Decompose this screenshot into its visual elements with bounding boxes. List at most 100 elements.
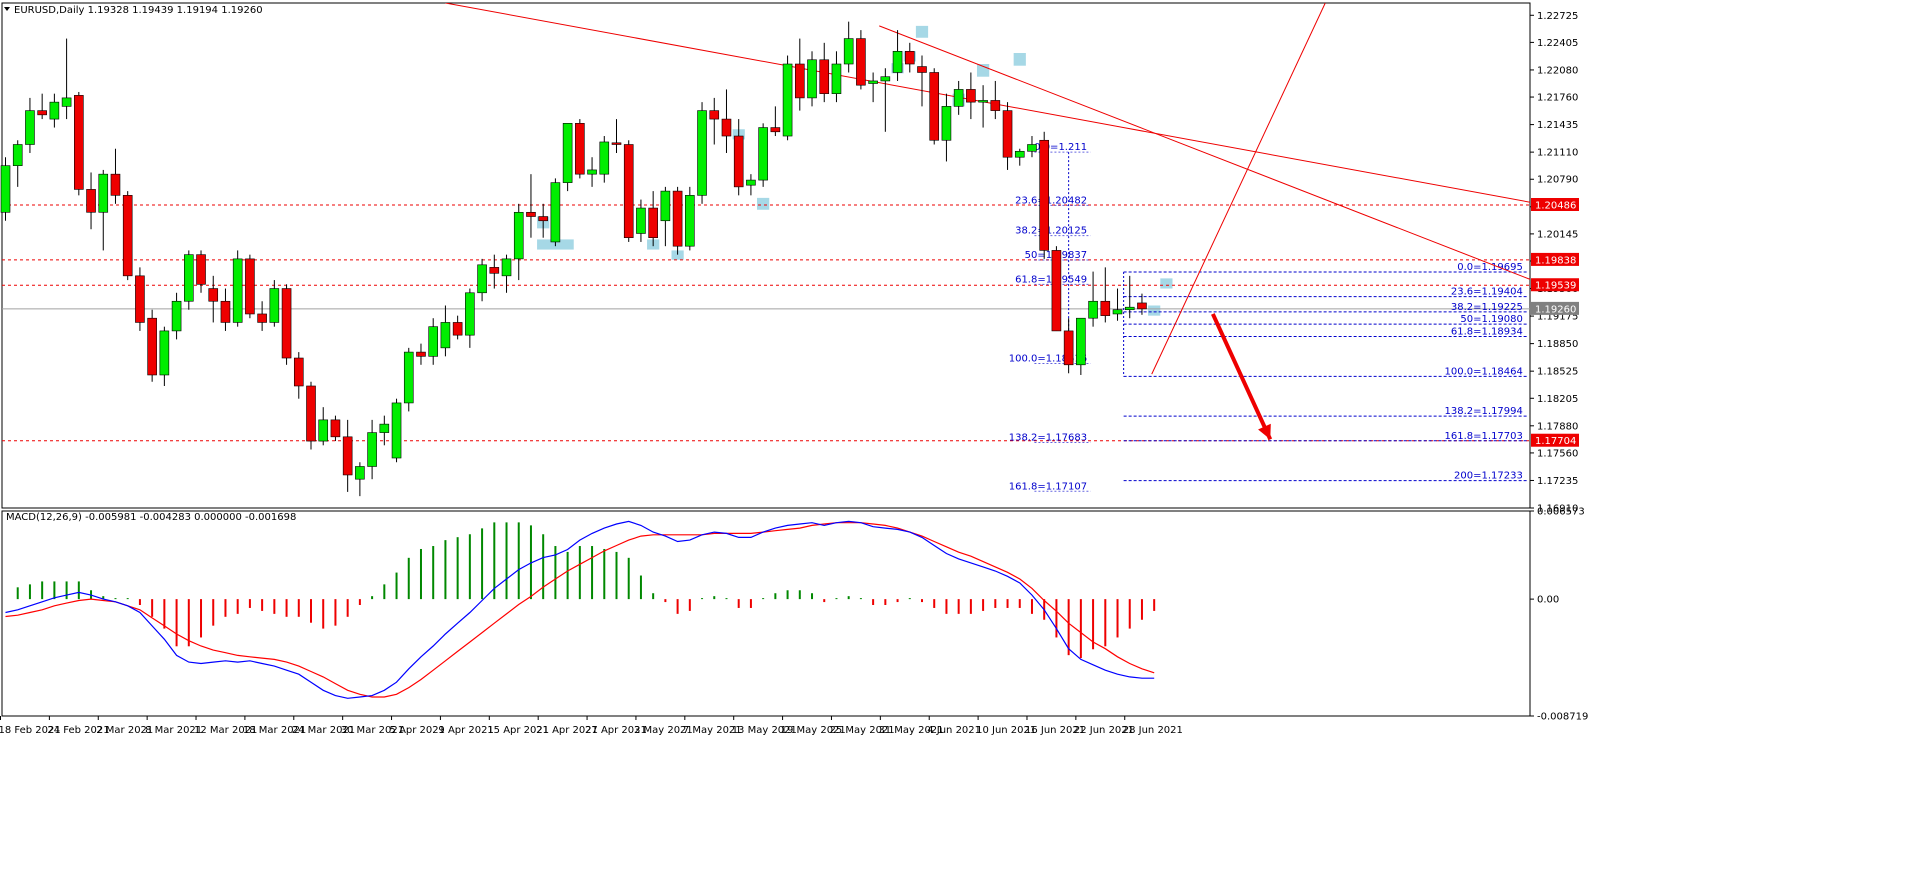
fib-b-level-label: 50=1.19080 — [1460, 314, 1522, 325]
bull-candle-body — [232, 258, 243, 323]
candle — [232, 250, 243, 327]
trendline — [1151, 3, 1326, 375]
candle — [489, 254, 500, 289]
candle — [966, 72, 976, 120]
candle — [477, 258, 487, 302]
time-axis-label: 24 Feb 2021 — [47, 725, 109, 736]
bull-candle-body — [953, 89, 964, 107]
bear-candle-body — [208, 288, 219, 302]
time-axis-label: 15 Apr 2021 — [487, 725, 549, 736]
macd-pane — [1, 510, 1531, 717]
candle — [648, 191, 658, 247]
price-axis-label: 1.20145 — [1537, 229, 1578, 240]
bear-candle-body — [990, 100, 1001, 111]
bear-candle-body — [1002, 110, 1013, 158]
candle — [623, 140, 634, 242]
bear-candle-body — [856, 38, 866, 86]
bull-candle-body — [868, 80, 878, 84]
bear-candle-body — [917, 66, 927, 73]
candle — [526, 174, 536, 238]
candle — [318, 407, 329, 446]
bear-candle-body — [611, 142, 622, 145]
candle — [660, 186, 671, 247]
bull-candle-body — [978, 100, 988, 103]
bull-candle-body — [477, 264, 487, 294]
price-tag-label: 1.19838 — [1535, 255, 1576, 266]
candle — [1027, 136, 1037, 158]
trendline — [879, 25, 1530, 280]
candle — [697, 102, 707, 204]
bull-candle-body — [636, 207, 646, 234]
arrow-shaft — [1211, 313, 1273, 441]
bear-candle-body — [526, 211, 536, 217]
bear-candle-body — [575, 123, 585, 175]
candle — [281, 284, 292, 365]
bear-candle-body — [538, 216, 548, 222]
chart-menu-icon[interactable] — [4, 7, 10, 11]
macd-indicator: 0.006573 0.00 -0.008719 — [5, 507, 1588, 723]
candle — [147, 309, 157, 382]
candle — [587, 157, 597, 187]
time-axis-label: 9 Apr 2021 — [438, 725, 493, 736]
bull-candle-body — [892, 50, 903, 73]
time-axis-label: 2 Mar 2021 — [96, 725, 153, 736]
candle — [257, 301, 267, 331]
candle — [856, 30, 866, 90]
bear-candle-body — [122, 195, 133, 277]
time-axis-label: 16 Jun 2021 — [1025, 725, 1085, 736]
time-axis-label: 4 Jun 2021 — [927, 725, 981, 736]
highlight-zone — [671, 250, 684, 260]
candle — [416, 343, 426, 365]
candle — [159, 326, 170, 386]
candle — [330, 415, 341, 442]
candle — [342, 419, 353, 492]
price-tag-label: 1.20486 — [1535, 201, 1576, 212]
candle — [892, 30, 903, 81]
bull-candle-body — [98, 173, 109, 213]
fib-b-level-label: 38.2=1.19225 — [1451, 302, 1523, 313]
bear-candle-body — [135, 275, 145, 323]
candle — [1063, 318, 1074, 374]
bull-candle-body — [1088, 300, 1098, 319]
price-axis-label: 1.18850 — [1537, 339, 1578, 350]
price-axis-label: 1.17560 — [1537, 448, 1578, 459]
bear-candle-body — [416, 351, 426, 357]
bull-candle-body — [1112, 309, 1123, 315]
candle — [208, 275, 219, 323]
bear-candle-body — [1100, 300, 1111, 316]
highlight-zone — [1160, 278, 1173, 289]
bull-candle-body — [159, 330, 170, 376]
candle — [636, 199, 646, 242]
candle — [575, 119, 585, 179]
candle — [770, 106, 781, 137]
highlight-zone — [757, 197, 770, 210]
time-axis-label: 24 Mar 2021 — [292, 725, 355, 736]
bull-candle-body — [562, 123, 573, 183]
price-axis-label: 1.22725 — [1537, 11, 1578, 22]
bull-candle-body — [513, 211, 524, 260]
bear-candle-body — [147, 317, 157, 376]
bear-candle-body — [86, 189, 96, 213]
price-axis-label: 1.18205 — [1537, 394, 1578, 405]
candle — [782, 55, 793, 141]
candle — [843, 21, 854, 73]
candle — [465, 288, 475, 348]
bull-candle-body — [1027, 144, 1037, 152]
candle — [611, 119, 622, 153]
bear-candle-body — [733, 135, 744, 188]
candle — [685, 186, 695, 251]
bear-candle-body — [819, 59, 830, 94]
price-tag-box — [1531, 198, 1579, 211]
time-axis-label: 13 May 2021 — [732, 725, 797, 736]
candle — [74, 91, 84, 196]
macd-title: MACD(12,26,9) -0.005981 -0.004283 0.0000… — [6, 512, 296, 523]
candle — [379, 415, 390, 446]
bear-candle-body — [1039, 139, 1049, 251]
candle — [672, 186, 683, 255]
fib-b-level-label: 0.0=1.19695 — [1457, 262, 1523, 273]
fib-b-level-label: 138.2=1.17994 — [1445, 406, 1523, 417]
time-axis-label: 28 Jun 2021 — [1123, 725, 1183, 736]
price-tag-label: 1.17704 — [1535, 436, 1576, 447]
candle — [49, 93, 60, 128]
